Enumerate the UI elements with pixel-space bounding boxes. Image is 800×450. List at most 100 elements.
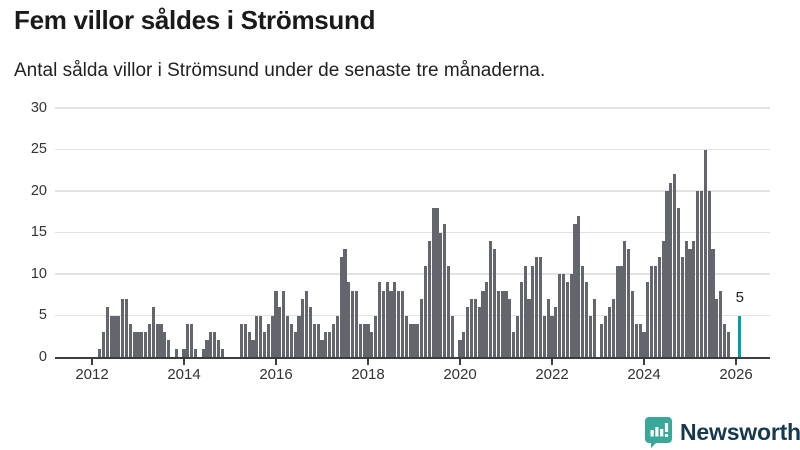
bar xyxy=(473,298,477,357)
bar xyxy=(351,290,355,357)
bar xyxy=(389,290,393,357)
bar xyxy=(213,332,217,357)
bar xyxy=(354,290,359,357)
bar xyxy=(278,307,282,357)
gridline xyxy=(55,190,770,192)
y-axis-tick-label: 25 xyxy=(30,141,47,157)
bar xyxy=(101,332,106,357)
bar xyxy=(676,207,681,357)
bar xyxy=(719,290,723,357)
bar xyxy=(699,191,704,357)
bar xyxy=(469,298,474,357)
bar xyxy=(266,323,270,357)
x-axis-tick-label: 2016 xyxy=(259,366,293,383)
bar xyxy=(558,274,562,357)
bar xyxy=(619,265,623,357)
bar xyxy=(174,348,178,357)
bar xyxy=(435,207,439,357)
x-axis-tick xyxy=(643,359,645,365)
bar xyxy=(167,340,171,357)
bar xyxy=(512,332,516,357)
bar xyxy=(335,315,339,357)
bar xyxy=(209,332,213,357)
bar xyxy=(519,282,523,357)
bar xyxy=(439,232,443,357)
bar xyxy=(297,315,301,357)
bar xyxy=(362,323,366,357)
x-axis-tick-label: 2024 xyxy=(627,366,661,383)
bar xyxy=(285,315,290,357)
bar xyxy=(243,323,247,357)
bar xyxy=(220,348,224,357)
bar xyxy=(374,315,378,357)
bar xyxy=(577,215,581,357)
bar xyxy=(696,191,700,357)
bar xyxy=(404,315,408,357)
bar xyxy=(205,340,209,357)
bar xyxy=(446,265,451,357)
x-axis-tick xyxy=(91,359,93,365)
bar xyxy=(550,315,554,357)
bar xyxy=(584,282,589,357)
bar xyxy=(561,274,566,357)
bar xyxy=(531,265,535,357)
x-axis-tick-label: 2022 xyxy=(535,366,569,383)
chart-subtitle: Antal sålda villor i Strömsund under de … xyxy=(14,60,546,81)
bar xyxy=(630,290,635,357)
bar xyxy=(144,332,148,357)
bar xyxy=(481,290,485,357)
bar xyxy=(711,249,715,357)
bar xyxy=(381,290,385,357)
bar xyxy=(581,265,585,357)
x-axis-tick xyxy=(459,359,461,365)
bar xyxy=(308,307,313,357)
bar xyxy=(293,332,297,357)
bar xyxy=(289,323,293,357)
bar xyxy=(715,298,719,357)
bar xyxy=(623,240,627,357)
bar xyxy=(109,315,113,357)
bar xyxy=(385,282,389,357)
x-axis-tick xyxy=(367,359,369,365)
bar xyxy=(466,307,470,357)
bar xyxy=(462,332,466,357)
bar xyxy=(592,298,596,357)
bar xyxy=(431,207,435,357)
x-axis-tick-label: 2018 xyxy=(351,366,385,383)
bar xyxy=(565,282,569,357)
bar xyxy=(500,290,504,357)
bar xyxy=(646,282,650,357)
bar xyxy=(627,249,631,357)
bar xyxy=(650,265,654,357)
bar xyxy=(117,315,121,357)
bar xyxy=(397,290,401,357)
bar xyxy=(722,323,727,357)
bar xyxy=(147,323,152,357)
bar xyxy=(282,290,286,357)
bar xyxy=(665,191,669,357)
bar xyxy=(128,323,132,357)
newsworthy-logo: Newsworthy xyxy=(644,416,800,448)
bar xyxy=(450,315,454,357)
x-axis-tick xyxy=(183,359,185,365)
bar xyxy=(642,332,646,357)
bar xyxy=(653,265,658,357)
y-axis-tick-label: 5 xyxy=(38,307,47,323)
bar xyxy=(393,282,397,357)
bar xyxy=(538,257,543,357)
gridline xyxy=(55,107,770,109)
bar xyxy=(320,340,324,357)
bar xyxy=(312,323,316,357)
bar xyxy=(684,240,688,357)
bar xyxy=(416,323,420,357)
bar xyxy=(193,348,198,357)
y-axis-tick-label: 30 xyxy=(30,99,47,116)
bar xyxy=(546,298,550,357)
bar xyxy=(216,340,221,357)
bar xyxy=(496,290,500,357)
bar xyxy=(121,298,125,357)
bar xyxy=(343,249,347,357)
bar xyxy=(458,340,462,357)
x-axis-tick xyxy=(275,359,277,365)
bar xyxy=(523,265,527,357)
